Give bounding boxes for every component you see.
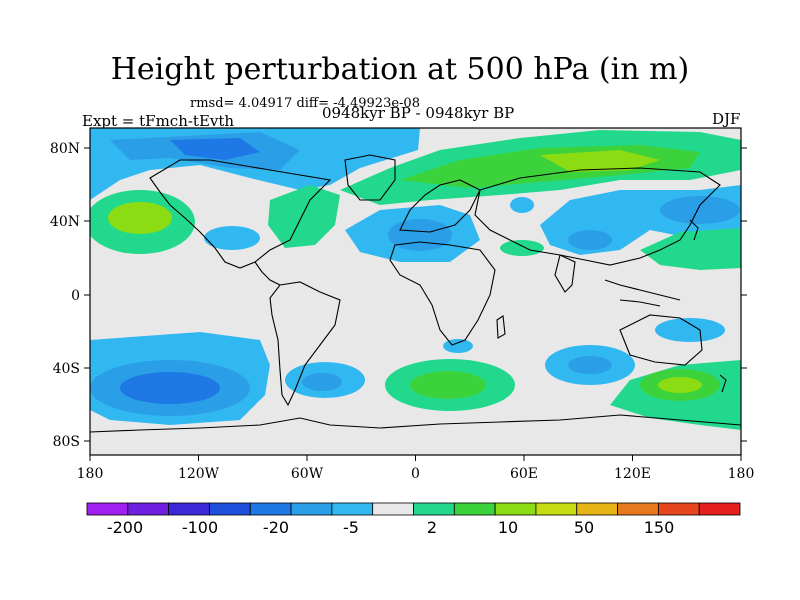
lon-tick-label: 60E: [510, 466, 538, 482]
colorbar-swatch: [331, 502, 374, 516]
map-title: Height perturbation at 500 hPa (in m): [110, 52, 690, 87]
anomaly-region: [568, 356, 612, 374]
colorbar-swatch: [249, 502, 292, 516]
colorbar-swatch: [372, 502, 414, 516]
colorbar-swatch: [127, 502, 170, 516]
colorbar-label: -5: [343, 518, 359, 537]
lon-tick-label: 180: [728, 466, 755, 482]
anomaly-region: [443, 339, 473, 353]
colorbar-swatch: [290, 502, 333, 516]
colorbar-swatch: [698, 502, 741, 516]
anomaly-region: [268, 185, 340, 248]
lon-tick-label: 180: [77, 466, 104, 482]
anomaly-region: [410, 371, 486, 399]
anomaly-region: [170, 138, 260, 160]
colorbar: [86, 502, 741, 516]
anomaly-region: [108, 202, 172, 234]
lat-tick-label: 40S: [53, 361, 80, 377]
colorbar-swatch: [535, 502, 578, 516]
colorbar-swatch: [168, 502, 210, 516]
colorbar-label: -100: [182, 518, 218, 537]
colorbar-label: 150: [644, 518, 675, 537]
colorbar-swatch: [209, 502, 251, 516]
colorbar-swatch: [617, 502, 659, 516]
colorbar-swatch: [657, 502, 700, 516]
lon-tick-label: 120E: [614, 466, 651, 482]
anomaly-region: [302, 373, 342, 391]
colorbar-swatch: [576, 502, 618, 516]
anomaly-region: [658, 377, 702, 393]
anomaly-region: [640, 228, 741, 270]
lat-tick-label: 40N: [50, 214, 80, 230]
lon-tick-label: 60W: [291, 466, 324, 482]
colorbar-swatch: [413, 502, 455, 516]
coastlines: [90, 154, 741, 433]
colorbar-label: 10: [498, 518, 518, 537]
anomaly-region: [500, 240, 544, 256]
colorbar-swatch: [453, 502, 496, 516]
anomaly-region: [120, 372, 220, 404]
lat-tick-label: 80S: [53, 434, 80, 450]
anomaly-region: [660, 196, 740, 224]
anomaly-region: [568, 230, 612, 250]
period-label: 0948kyr BP - 0948kyr BP: [322, 104, 515, 122]
colorbar-swatch: [86, 502, 129, 516]
lon-tick-label: 120W: [178, 466, 220, 482]
lat-tick-label: 0: [71, 288, 80, 304]
anomaly-region: [655, 318, 725, 342]
colorbar-label: 2: [427, 518, 437, 537]
anomaly-region: [540, 150, 660, 172]
anomaly-region: [510, 197, 534, 213]
anomaly-region: [388, 219, 452, 251]
colorbar-swatch: [494, 502, 537, 516]
season-label: DJF: [712, 110, 741, 128]
lat-axis: [84, 147, 747, 442]
colorbar-label: -200: [107, 518, 143, 537]
experiment-label: Expt = tFmch-tEvth: [82, 112, 235, 130]
lat-tick-label: 80N: [50, 141, 80, 157]
perturbation-field: [90, 128, 741, 433]
colorbar-label: 50: [574, 518, 594, 537]
lon-tick-label: 0: [411, 466, 420, 482]
anomaly-region: [204, 226, 260, 250]
rmsd-text: rmsd= 4.04917 diff= -4.49923e-08: [190, 96, 420, 111]
lon-axis: [89, 455, 742, 461]
colorbar-label: -20: [263, 518, 289, 537]
